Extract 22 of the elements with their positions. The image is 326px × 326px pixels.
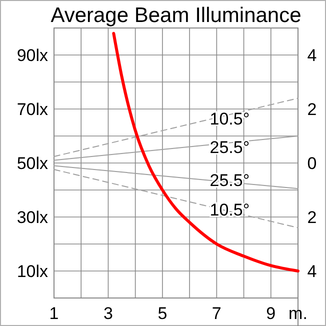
- y2-tick-label: 0: [307, 154, 317, 173]
- x-tick-label: 5: [158, 304, 168, 323]
- x-tick-label: 9: [266, 304, 276, 323]
- y2-tick-label: 4: [307, 262, 317, 281]
- y-tick-label: 30lx: [16, 208, 48, 227]
- series-label: 25.5°: [210, 171, 250, 190]
- line-series: [112, 32, 300, 272]
- y2-tick-label: 2: [307, 100, 317, 119]
- series-label: 10.5°: [210, 200, 250, 220]
- series-label: 25.5°: [210, 138, 250, 157]
- chart-title: Average Beam Illuminance: [50, 4, 302, 27]
- y-tick-label: 70lx: [16, 100, 48, 119]
- y-tick-label: 90lx: [16, 46, 48, 65]
- x-tick-label: 3: [103, 304, 113, 323]
- series-label: 10.5°: [210, 110, 250, 129]
- y2-tick-label: 4: [307, 46, 317, 65]
- x-tick-label: 1: [49, 304, 59, 323]
- x-tick-label: m.: [288, 304, 308, 323]
- y-tick-label: 50lx: [16, 154, 48, 173]
- y-tick-label: 10lx: [16, 262, 48, 281]
- y2-tick-label: 2: [307, 208, 317, 227]
- x-tick-label: 7: [212, 304, 222, 323]
